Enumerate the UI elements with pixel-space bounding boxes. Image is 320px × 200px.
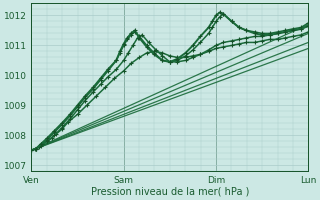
X-axis label: Pression niveau de la mer( hPa ): Pression niveau de la mer( hPa ) [91,187,249,197]
